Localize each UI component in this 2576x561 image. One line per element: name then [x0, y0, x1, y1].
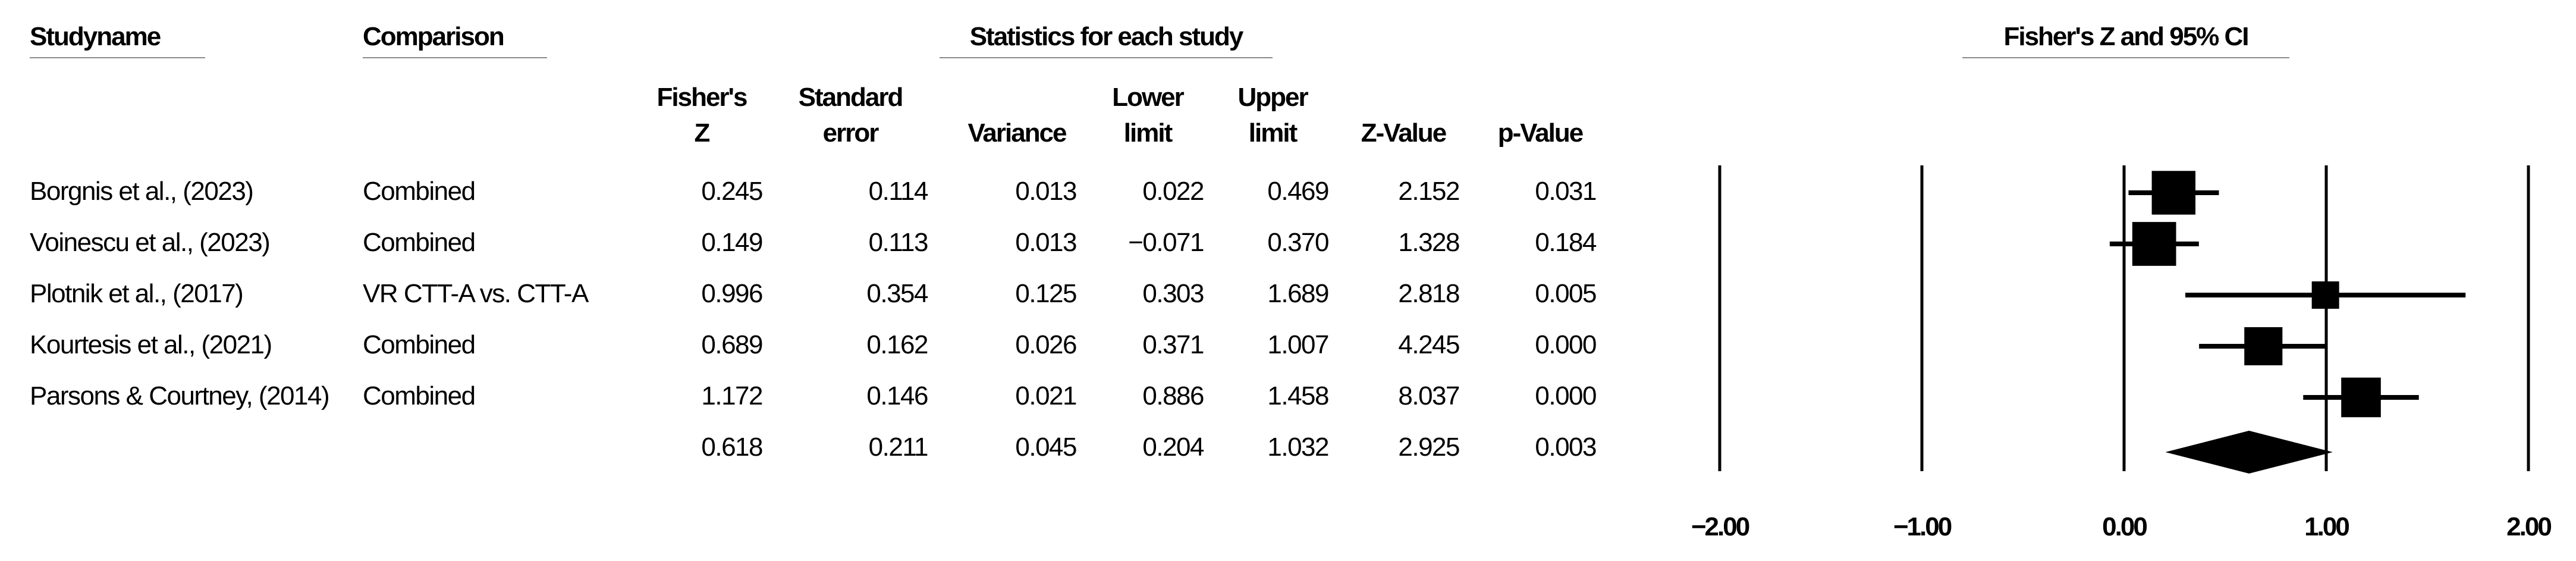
- cell-p: 0.000: [1535, 381, 1597, 410]
- cell-p: 0.005: [1535, 279, 1597, 308]
- col-lower-limit-line1: Lower: [1112, 83, 1185, 112]
- summary-cell-ul: 1.032: [1267, 432, 1329, 462]
- comparison-cell: Combined: [363, 177, 476, 206]
- cell-ll: 0.371: [1142, 330, 1204, 359]
- comparison-header: Comparison: [363, 22, 505, 51]
- summary-cell-ll: 0.204: [1142, 432, 1204, 462]
- study-name-header: Studyname: [30, 22, 161, 51]
- col-fishers-z-line2: Z: [694, 118, 711, 148]
- cell-p: 0.000: [1535, 330, 1597, 359]
- study-name-cell: Voinescu et al., (2023): [30, 228, 271, 257]
- cell-z: 0.689: [701, 330, 763, 359]
- col-variance: Variance: [967, 118, 1067, 148]
- cell-zval: 2.152: [1398, 177, 1460, 206]
- study-name-underline: [30, 57, 205, 58]
- cell-z: 0.996: [701, 279, 763, 308]
- plot-title-underline: [1962, 57, 2289, 58]
- cell-var: 0.021: [1015, 381, 1077, 410]
- col-standard-error-line1: Standard: [798, 83, 904, 112]
- study-point-marker: [2244, 327, 2283, 366]
- tick-label: 1.00: [2304, 512, 2349, 541]
- summary-cell-zval: 2.925: [1398, 432, 1460, 462]
- cell-zval: 4.245: [1398, 330, 1460, 359]
- summary-cell-se: 0.211: [868, 432, 929, 462]
- comparison-underline: [363, 57, 547, 58]
- cell-zval: 8.037: [1398, 381, 1460, 410]
- col-upper-limit-line1: Upper: [1237, 83, 1308, 112]
- statistics-group-underline: [940, 57, 1273, 58]
- cell-var: 0.013: [1015, 228, 1077, 257]
- summary-diamond: [2165, 431, 2333, 474]
- cell-ll: −0.071: [1128, 228, 1204, 257]
- cell-ll: 0.022: [1142, 177, 1204, 206]
- tick-label: 2.00: [2506, 512, 2551, 541]
- comparison-cell: Combined: [363, 330, 476, 359]
- plot-title: Fisher's Z and 95% CI: [2003, 22, 2249, 51]
- summary-cell-p: 0.003: [1535, 432, 1597, 462]
- cell-var: 0.026: [1015, 330, 1077, 359]
- col-upper-limit-line2: limit: [1248, 118, 1298, 148]
- cell-se: 0.113: [868, 228, 929, 257]
- study-point-marker: [2151, 171, 2196, 215]
- cell-ul: 1.007: [1267, 330, 1329, 359]
- study-name-cell: Plotnik et al., (2017): [30, 279, 244, 308]
- cell-ul: 0.370: [1267, 228, 1329, 257]
- summary-cell-z: 0.618: [701, 432, 763, 462]
- col-lower-limit-line2: limit: [1123, 118, 1173, 148]
- cell-ll: 0.886: [1142, 381, 1204, 410]
- cell-ul: 0.469: [1267, 177, 1329, 206]
- study-name-cell: Borgnis et al., (2023): [30, 177, 254, 206]
- study-point-marker: [2311, 281, 2339, 309]
- study-name-cell: Kourtesis et al., (2021): [30, 330, 272, 359]
- cell-var: 0.125: [1015, 279, 1077, 308]
- tick-label: −2.00: [1691, 512, 1749, 541]
- study-point-marker: [2341, 377, 2381, 418]
- cell-zval: 1.328: [1398, 228, 1460, 257]
- cell-se: 0.354: [866, 279, 928, 308]
- col-fishers-z-line1: Fisher's: [656, 83, 748, 112]
- cell-p: 0.031: [1535, 177, 1597, 206]
- comparison-cell: VR CTT-A vs. CTT-A: [363, 279, 589, 308]
- col-standard-error-line2: error: [822, 118, 879, 148]
- cell-z: 0.245: [701, 177, 763, 206]
- col-z-value: Z-Value: [1361, 118, 1447, 148]
- comparison-cell: Combined: [363, 228, 476, 257]
- tick-label: 0.00: [2102, 512, 2147, 541]
- cell-ul: 1.689: [1267, 279, 1329, 308]
- summary-cell-var: 0.045: [1015, 432, 1077, 462]
- col-p-value: p-Value: [1497, 118, 1584, 148]
- statistics-group-header: Statistics for each study: [969, 22, 1244, 51]
- cell-zval: 2.818: [1398, 279, 1460, 308]
- cell-ll: 0.303: [1142, 279, 1204, 308]
- cell-se: 0.114: [868, 177, 929, 206]
- cell-var: 0.013: [1015, 177, 1077, 206]
- cell-se: 0.146: [866, 381, 928, 410]
- study-point-marker: [2132, 222, 2176, 266]
- tick-label: −1.00: [1893, 512, 1952, 541]
- cell-z: 0.149: [701, 228, 763, 257]
- study-name-cell: Parsons & Courtney, (2014): [30, 381, 330, 410]
- cell-z: 1.172: [701, 381, 763, 410]
- cell-p: 0.184: [1535, 228, 1597, 257]
- cell-se: 0.162: [866, 330, 928, 359]
- comparison-cell: Combined: [363, 381, 476, 410]
- cell-ul: 1.458: [1267, 381, 1329, 410]
